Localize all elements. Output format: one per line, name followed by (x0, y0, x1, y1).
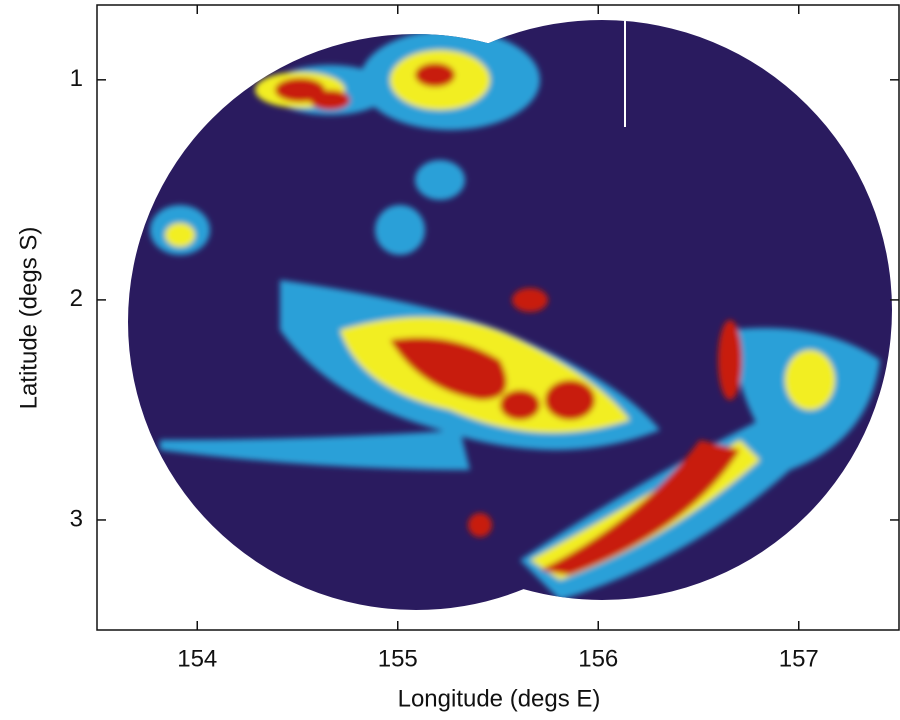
y-tick-label: 2 (70, 285, 83, 312)
y-tick-label: 1 (70, 65, 83, 92)
x-tick-label: 156 (578, 645, 618, 672)
x-tick-label: 157 (779, 645, 819, 672)
x-axis-label: Longitude (degs E) (398, 685, 601, 712)
x-tick-label: 155 (378, 645, 418, 672)
y-axis-label: Latitude (degs S) (15, 227, 42, 410)
x-tick-label: 154 (177, 645, 217, 672)
chart: Longitude (degs E) Latitude (degs S) 154… (0, 0, 900, 720)
radar-image (0, 0, 900, 720)
y-tick-label: 3 (70, 505, 83, 532)
